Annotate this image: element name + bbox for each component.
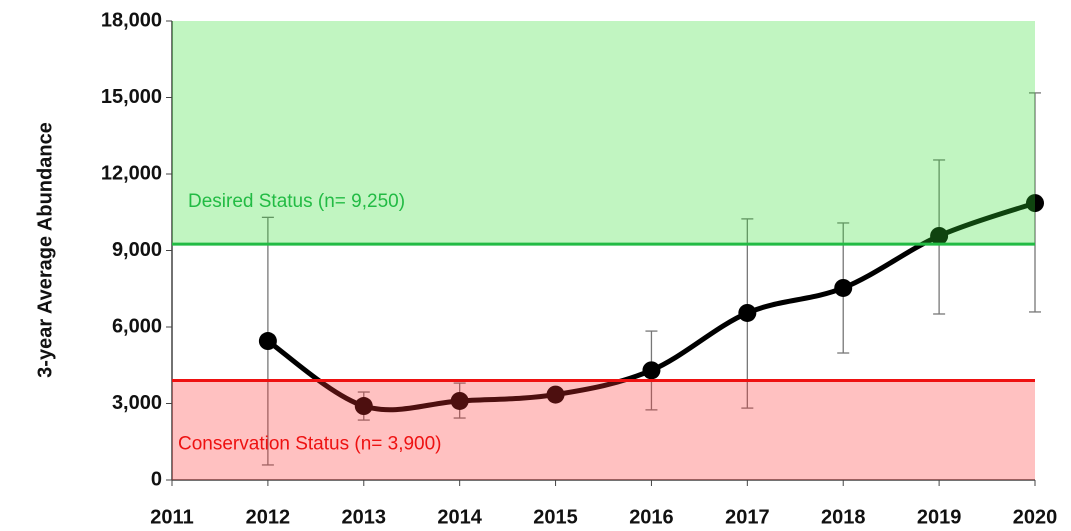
x-tick-label: 2011 bbox=[150, 506, 193, 528]
x-tick-label: 2016 bbox=[629, 506, 674, 528]
x-tick-label: 2015 bbox=[533, 506, 578, 528]
data-point bbox=[642, 361, 661, 380]
status-region bbox=[172, 21, 1035, 245]
data-point bbox=[450, 391, 469, 410]
data-point bbox=[834, 278, 853, 297]
x-tick-label: 2012 bbox=[246, 506, 291, 528]
y-tick-label: 12,000 bbox=[101, 162, 162, 184]
data-point bbox=[258, 332, 277, 351]
x-tick-label: 2020 bbox=[1013, 506, 1058, 528]
y-tick-label: 15,000 bbox=[101, 86, 162, 108]
y-tick-label: 3,000 bbox=[112, 392, 162, 414]
x-tick-label: 2019 bbox=[917, 506, 962, 528]
x-tick-label: 2014 bbox=[437, 506, 482, 528]
y-tick-label: 6,000 bbox=[112, 315, 162, 337]
y-tick-label: 9,000 bbox=[112, 239, 162, 261]
data-point bbox=[354, 397, 373, 416]
y-axis-label: 3-year Average Abundance bbox=[34, 122, 56, 378]
data-point bbox=[546, 385, 565, 404]
y-tick-label: 18,000 bbox=[101, 9, 162, 31]
status-label: Desired Status (n= 9,250) bbox=[188, 191, 405, 212]
status-region bbox=[172, 380, 1035, 480]
data-point bbox=[930, 226, 949, 245]
x-tick-label: 2018 bbox=[821, 506, 866, 528]
x-tick-label: 2013 bbox=[342, 506, 387, 528]
data-point bbox=[738, 303, 757, 322]
x-tick-label: 2017 bbox=[725, 506, 770, 528]
y-tick-label: 0 bbox=[151, 468, 162, 490]
data-point bbox=[1026, 194, 1044, 213]
status-label: Conservation Status (n= 3,900) bbox=[178, 434, 442, 455]
